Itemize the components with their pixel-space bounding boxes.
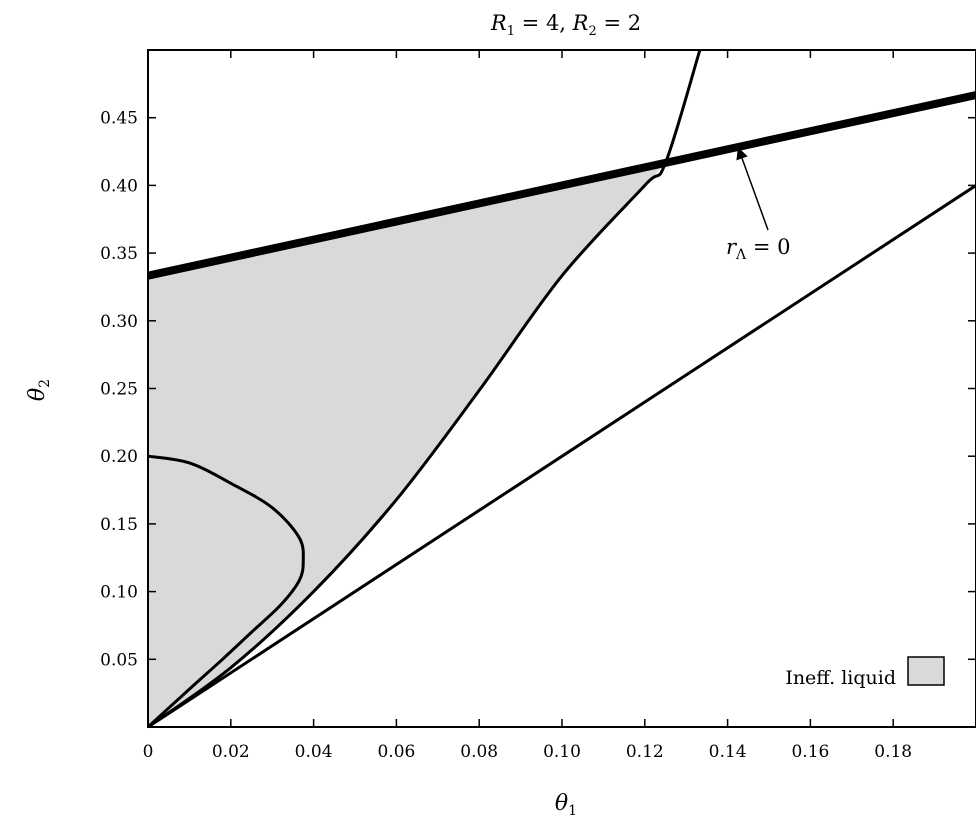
x-tick-label: 0.14 bbox=[709, 742, 747, 762]
y-tick-label: 0.40 bbox=[100, 176, 138, 196]
y-tick-label: 0.15 bbox=[100, 515, 138, 535]
curve-parabola bbox=[147, 49, 702, 729]
x-tick-label: 0.16 bbox=[791, 742, 829, 762]
x-tick-label: 0 bbox=[143, 742, 154, 762]
y-tick-label: 0.25 bbox=[100, 380, 138, 400]
curve-layer bbox=[146, 49, 976, 729]
annotation-r-lambda: rΛ = 0 bbox=[726, 147, 790, 263]
x-tick-label: 0.02 bbox=[212, 742, 250, 762]
x-tick-label: 0.18 bbox=[874, 742, 912, 762]
x-tick-label: 0.08 bbox=[460, 742, 498, 762]
annotation-arrow-head bbox=[736, 147, 748, 161]
chart-title: R1 = 4, R2 = 2 bbox=[490, 11, 641, 39]
shaded-region-layer bbox=[148, 162, 666, 727]
legend: Ineff. liquid bbox=[785, 656, 945, 689]
legend-label: Ineff. liquid bbox=[785, 667, 896, 689]
y-axis-label: θ2 bbox=[25, 379, 53, 401]
x-tick-label: 0.12 bbox=[626, 742, 664, 762]
x-axis-label: θ1 bbox=[555, 791, 577, 819]
y-tick-label: 0.10 bbox=[100, 583, 138, 603]
legend-swatch bbox=[907, 656, 945, 686]
y-tick-label: 0.35 bbox=[100, 244, 138, 264]
annotation-arrow bbox=[741, 158, 769, 231]
shaded-region-ineff-liquid bbox=[148, 162, 666, 727]
curve-diagonal bbox=[147, 184, 976, 729]
y-tick-label: 0.20 bbox=[100, 447, 138, 467]
y-tick-label: 0.05 bbox=[100, 650, 138, 670]
curve-r-lambda-zero bbox=[147, 91, 976, 280]
tick-layer: 0 0.02 0.04 0.06 0.08 0.10 0.12 0.14 0.16 0.18 0.0… bbox=[100, 50, 976, 762]
x-tick-label: 0.06 bbox=[377, 742, 415, 762]
annotation-label: rΛ = 0 bbox=[726, 235, 790, 263]
y-tick-label: 0.30 bbox=[100, 312, 138, 332]
x-tick-label: 0.04 bbox=[295, 742, 333, 762]
x-tick-label: 0.10 bbox=[543, 742, 581, 762]
y-tick-label: 0.45 bbox=[100, 109, 138, 129]
curve-inner-loop bbox=[146, 454, 305, 729]
